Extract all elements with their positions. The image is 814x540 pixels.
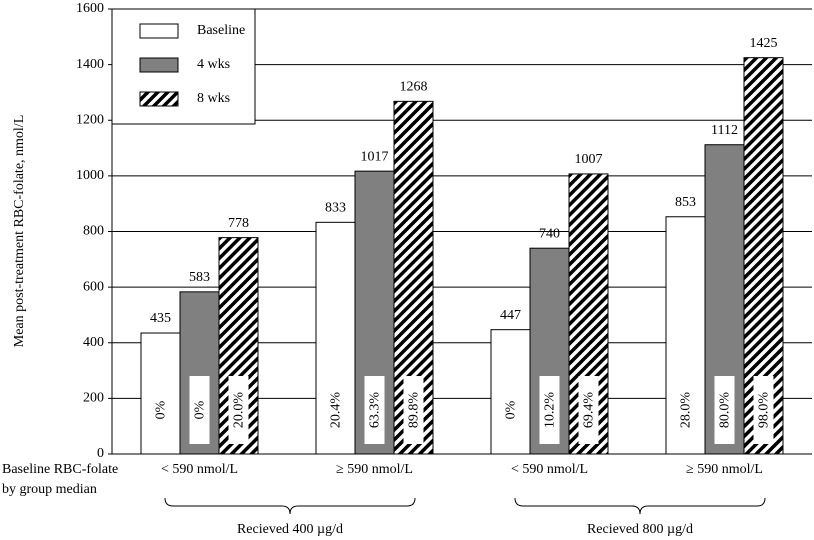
value-label: 1425 [750, 36, 778, 51]
percent-label: 28.0% [679, 392, 694, 429]
percent-label-box: 98.0% [753, 376, 774, 444]
percent-label-box: 0% [150, 376, 171, 444]
percent-label: 89.8% [407, 392, 422, 429]
percent-label-box: 80.0% [714, 376, 735, 444]
y-tick-label: 800 [83, 224, 104, 239]
percent-label-box: 28.0% [675, 376, 696, 444]
value-label: 853 [675, 195, 696, 210]
legend-box [111, 8, 256, 125]
legend-label: 8 wks [197, 91, 230, 106]
percent-label-bg [578, 376, 599, 444]
legend-label: Baseline [197, 23, 245, 38]
group-brace [514, 497, 766, 515]
legend-swatch [139, 57, 179, 73]
percent-label-box: 0% [189, 376, 210, 444]
percent-label-box: 10.2% [539, 376, 560, 444]
legend-label: 4 wks [197, 57, 230, 72]
category-axis-label: by group median [2, 482, 97, 497]
value-label: 435 [150, 311, 171, 326]
percent-label-bg [500, 376, 521, 444]
percent-label-bg [189, 376, 210, 444]
percent-label-bg [228, 376, 249, 444]
y-tick-label: 0 [97, 446, 104, 461]
y-tick-label: 200 [83, 391, 104, 406]
value-label: 583 [189, 270, 210, 285]
percent-label: 0% [193, 400, 208, 419]
percent-label: 20.0% [232, 392, 247, 429]
y-tick-label: 1600 [76, 1, 104, 16]
percent-label-bg [539, 376, 560, 444]
value-label: 740 [539, 226, 560, 241]
percent-label: 98.0% [757, 392, 772, 429]
percent-label: 10.2% [543, 392, 558, 429]
value-label: 1112 [711, 123, 738, 138]
group-label: Recieved 800 µg/d [587, 522, 693, 537]
percent-label: 80.0% [718, 392, 733, 429]
value-label: 1268 [400, 80, 428, 95]
percent-label-box: 89.8% [403, 376, 424, 444]
value-label: 1007 [575, 152, 603, 167]
group-brace [164, 497, 416, 515]
x-tick-label: < 590 nmol/L [161, 462, 238, 477]
percent-label-bg [150, 376, 171, 444]
value-label: 447 [500, 308, 521, 323]
value-label: 1017 [361, 149, 389, 164]
percent-label-box: 20.0% [228, 376, 249, 444]
legend-swatch [139, 23, 179, 39]
category-axis-label: Baseline RBC-folate [2, 462, 118, 477]
percent-label-bg [325, 376, 346, 444]
x-tick-label: ≥ 590 nmol/L [336, 462, 413, 477]
group-label: Recieved 400 µg/d [237, 522, 343, 537]
percent-label: 63.3% [368, 392, 383, 429]
percent-label-box: 20.4% [325, 376, 346, 444]
percent-label: 0% [504, 400, 519, 419]
x-tick-label: < 590 nmol/L [511, 462, 588, 477]
percent-label-box: 63.3% [364, 376, 385, 444]
percent-label-box: 69.4% [578, 376, 599, 444]
y-tick-label: 1200 [76, 112, 104, 127]
y-tick-label: 1400 [76, 57, 104, 72]
percent-label-bg [403, 376, 424, 444]
percent-label-bg [753, 376, 774, 444]
y-tick-label: 400 [83, 335, 104, 350]
percent-label: 69.4% [582, 392, 597, 429]
y-tick-label: 1000 [76, 168, 104, 183]
percent-label-box: 0% [500, 376, 521, 444]
percent-label: 0% [154, 400, 169, 419]
percent-label-bg [675, 376, 696, 444]
value-label: 833 [325, 201, 346, 216]
percent-label-bg [714, 376, 735, 444]
y-axis-title: Mean post-treatment RBC-folate, nmol/L [12, 115, 27, 348]
value-label: 778 [228, 216, 249, 231]
legend-swatch [139, 91, 179, 107]
y-tick-label: 600 [83, 279, 104, 294]
x-tick-label: ≥ 590 nmol/L [686, 462, 763, 477]
percent-label-bg [364, 376, 385, 444]
percent-label: 20.4% [329, 392, 344, 429]
